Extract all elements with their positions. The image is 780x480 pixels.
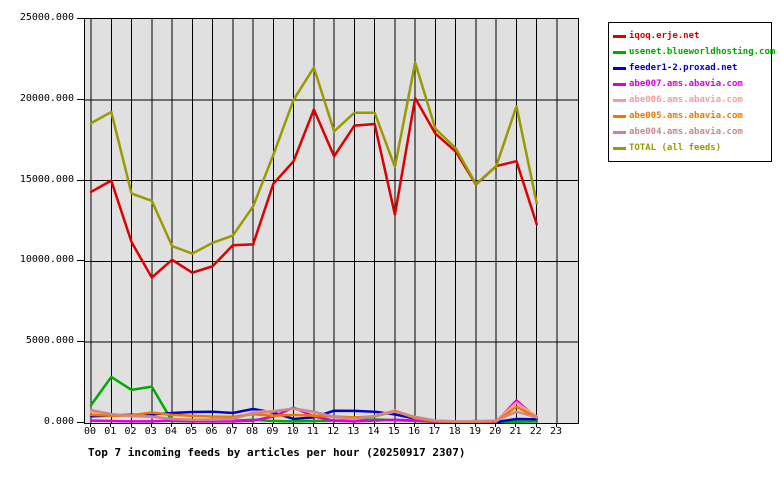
legend-label: feeder1-2.proxad.net bbox=[629, 63, 738, 73]
y-tick-label: 20000.000 bbox=[19, 92, 74, 104]
y-tick-label: 5000.000 bbox=[25, 335, 74, 347]
x-tick-label: 22 bbox=[529, 426, 542, 437]
legend-label: usenet.blueworldhosting.com bbox=[629, 47, 776, 57]
x-tick-label: 16 bbox=[408, 426, 421, 437]
x-tick-label: 12 bbox=[327, 426, 340, 437]
x-tick-mark bbox=[171, 423, 173, 427]
x-tick-mark bbox=[231, 423, 233, 427]
legend-item: feeder1-2.proxad.net bbox=[613, 60, 771, 76]
x-tick-mark bbox=[333, 423, 335, 427]
legend-line-marker-icon bbox=[613, 114, 626, 118]
x-tick-mark bbox=[150, 423, 152, 427]
legend-item: usenet.blueworldhosting.com bbox=[613, 44, 775, 60]
y-tick-mark bbox=[77, 18, 84, 19]
x-tick-label: 07 bbox=[225, 426, 238, 437]
x-tick-label: 05 bbox=[185, 426, 198, 437]
x-tick-mark bbox=[353, 423, 355, 427]
legend-label: TOTAL (all feeds) bbox=[629, 143, 722, 153]
x-tick-label: 18 bbox=[448, 426, 461, 437]
x-tick-label: 02 bbox=[124, 426, 137, 437]
legend-line-marker-icon bbox=[613, 66, 626, 70]
legend-line-marker-icon bbox=[613, 146, 626, 150]
x-tick-mark bbox=[515, 423, 517, 427]
legend-line-marker-icon bbox=[613, 98, 626, 102]
legend-line-marker-icon bbox=[613, 34, 626, 38]
x-tick-mark bbox=[454, 423, 456, 427]
y-tick-mark bbox=[77, 179, 84, 181]
x-tick-label: 21 bbox=[509, 426, 522, 437]
x-tick-mark bbox=[495, 423, 497, 427]
legend: iqoq.erje.net usenet.blueworldhosting.com… bbox=[608, 22, 775, 162]
x-tick-mark bbox=[191, 423, 193, 427]
y-tick-mark bbox=[77, 98, 84, 100]
x-tick-label: 15 bbox=[387, 426, 400, 437]
y-tick-mark bbox=[77, 422, 84, 423]
x-tick-mark bbox=[211, 423, 213, 427]
legend-item: abe005.ams.abavia.com bbox=[613, 108, 771, 124]
legend-item: abe004.ams.abavia.com bbox=[613, 124, 771, 140]
x-tick-mark bbox=[535, 423, 537, 427]
x-tick-mark bbox=[414, 423, 416, 427]
x-tick-mark bbox=[556, 423, 557, 427]
x-tick-mark bbox=[252, 423, 254, 427]
x-tick-label: 01 bbox=[104, 426, 117, 437]
x-tick-label: 08 bbox=[246, 426, 259, 437]
legend-label: abe006.ams.abavia.com bbox=[629, 95, 743, 105]
legend-label: abe004.ams.abavia.com bbox=[629, 127, 743, 137]
x-tick-label: 19 bbox=[468, 426, 481, 437]
legend-line-marker-icon bbox=[613, 50, 626, 54]
y-tick-label: 10000.000 bbox=[19, 254, 74, 266]
x-tick-mark bbox=[434, 423, 436, 427]
x-tick-label: 23 bbox=[549, 426, 563, 437]
y-tick-mark bbox=[77, 341, 84, 343]
x-tick-label: 20 bbox=[489, 426, 502, 437]
legend-line-marker-icon bbox=[613, 82, 626, 86]
x-tick-mark bbox=[312, 423, 314, 427]
x-tick-label: 06 bbox=[205, 426, 218, 437]
y-tick-label: 15000.000 bbox=[19, 173, 74, 185]
x-tick-label: 11 bbox=[306, 426, 319, 437]
legend-label: abe007.ams.abavia.com bbox=[629, 79, 743, 89]
x-tick-mark bbox=[110, 423, 112, 427]
legend-item: TOTAL (all feeds) bbox=[613, 140, 771, 156]
chart-title: Top 7 incoming feeds by articles per hou… bbox=[88, 446, 466, 459]
chart-plot-area bbox=[84, 18, 579, 424]
x-tick-label: 03 bbox=[144, 426, 157, 437]
legend-item: abe006.ams.abavia.com bbox=[613, 92, 771, 108]
x-tick-label: 17 bbox=[428, 426, 441, 437]
legend-item: iqoq.erje.net bbox=[613, 28, 771, 44]
x-tick-mark bbox=[90, 423, 91, 427]
legend-item: abe007.ams.abavia.com bbox=[613, 76, 771, 92]
x-tick-mark bbox=[130, 423, 132, 427]
x-tick-mark bbox=[373, 423, 375, 427]
legend-label: abe005.ams.abavia.com bbox=[629, 111, 743, 121]
x-tick-label: 04 bbox=[165, 426, 178, 437]
x-tick-label: 09 bbox=[266, 426, 279, 437]
x-tick-mark bbox=[272, 423, 274, 427]
series-line-7 bbox=[89, 61, 538, 255]
y-tick-label: 0.000 bbox=[43, 416, 74, 427]
chart-canvas bbox=[85, 19, 578, 423]
y-tick-label: 25000.000 bbox=[19, 12, 74, 23]
x-tick-label: 14 bbox=[367, 426, 380, 437]
y-tick-mark bbox=[77, 260, 84, 262]
series-line-6 bbox=[89, 407, 538, 423]
x-tick-mark bbox=[393, 423, 395, 427]
x-tick-label: 10 bbox=[286, 426, 299, 437]
x-tick-mark bbox=[474, 423, 476, 427]
x-tick-label: 13 bbox=[347, 426, 360, 437]
legend-line-marker-icon bbox=[613, 130, 626, 134]
legend-label: iqoq.erje.net bbox=[629, 31, 700, 41]
x-tick-label: 00 bbox=[83, 426, 97, 437]
x-tick-mark bbox=[292, 423, 294, 427]
